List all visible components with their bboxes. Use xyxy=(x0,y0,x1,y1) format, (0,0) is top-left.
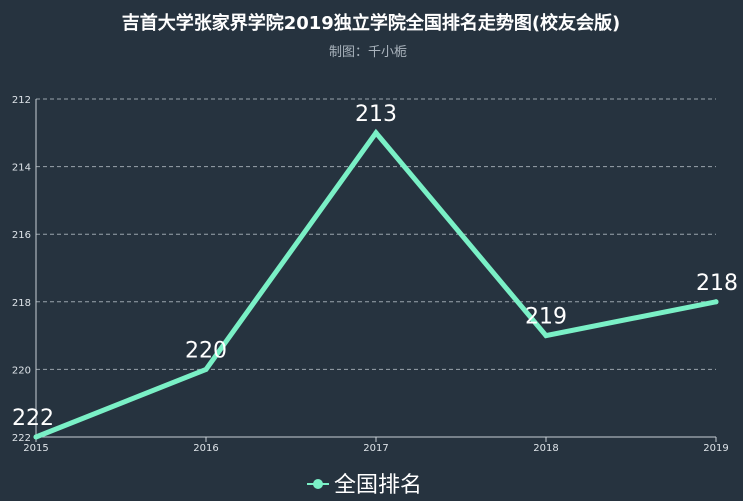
data-label: 219 xyxy=(525,305,567,330)
series-group xyxy=(33,128,719,440)
y-tick-label: 222 xyxy=(12,433,31,444)
y-tick-label: 216 xyxy=(12,230,31,241)
x-axis-ticks: 2015 2016 2017 2018 2019 xyxy=(23,437,729,454)
data-point xyxy=(543,333,549,339)
axes xyxy=(35,99,716,438)
data-label: 213 xyxy=(355,102,397,127)
data-point xyxy=(373,130,379,136)
data-label: 220 xyxy=(185,338,227,363)
legend-dot-icon xyxy=(313,479,323,489)
data-labels: 222 220 213 219 218 xyxy=(12,102,738,431)
data-point xyxy=(203,366,209,372)
y-tick-label: 214 xyxy=(12,163,31,174)
data-point xyxy=(33,434,39,440)
x-tick-label: 2019 xyxy=(703,443,728,454)
chart-title: 吉首大学张家界学院2019独立学院全国排名走势图(校友会版) xyxy=(122,12,621,34)
x-tick-label: 2018 xyxy=(533,443,558,454)
data-label: 222 xyxy=(12,406,54,431)
grid-lines xyxy=(36,98,716,370)
x-tick-label: 2016 xyxy=(193,443,218,454)
chart-subtitle: 制图：千小栀 xyxy=(329,45,407,60)
y-axis-ticks: 212 214 216 218 220 222 xyxy=(12,95,31,444)
legend-label: 全国排名 xyxy=(334,473,422,498)
y-tick-label: 220 xyxy=(12,365,31,376)
series-line xyxy=(33,128,719,440)
y-tick-label: 218 xyxy=(12,298,31,309)
data-label: 218 xyxy=(696,271,738,296)
y-tick-label: 212 xyxy=(12,95,31,106)
x-tick-label: 2015 xyxy=(23,443,48,454)
data-point xyxy=(713,299,719,305)
legend[interactable]: 全国排名 xyxy=(307,473,422,498)
x-tick-label: 2017 xyxy=(363,443,388,454)
